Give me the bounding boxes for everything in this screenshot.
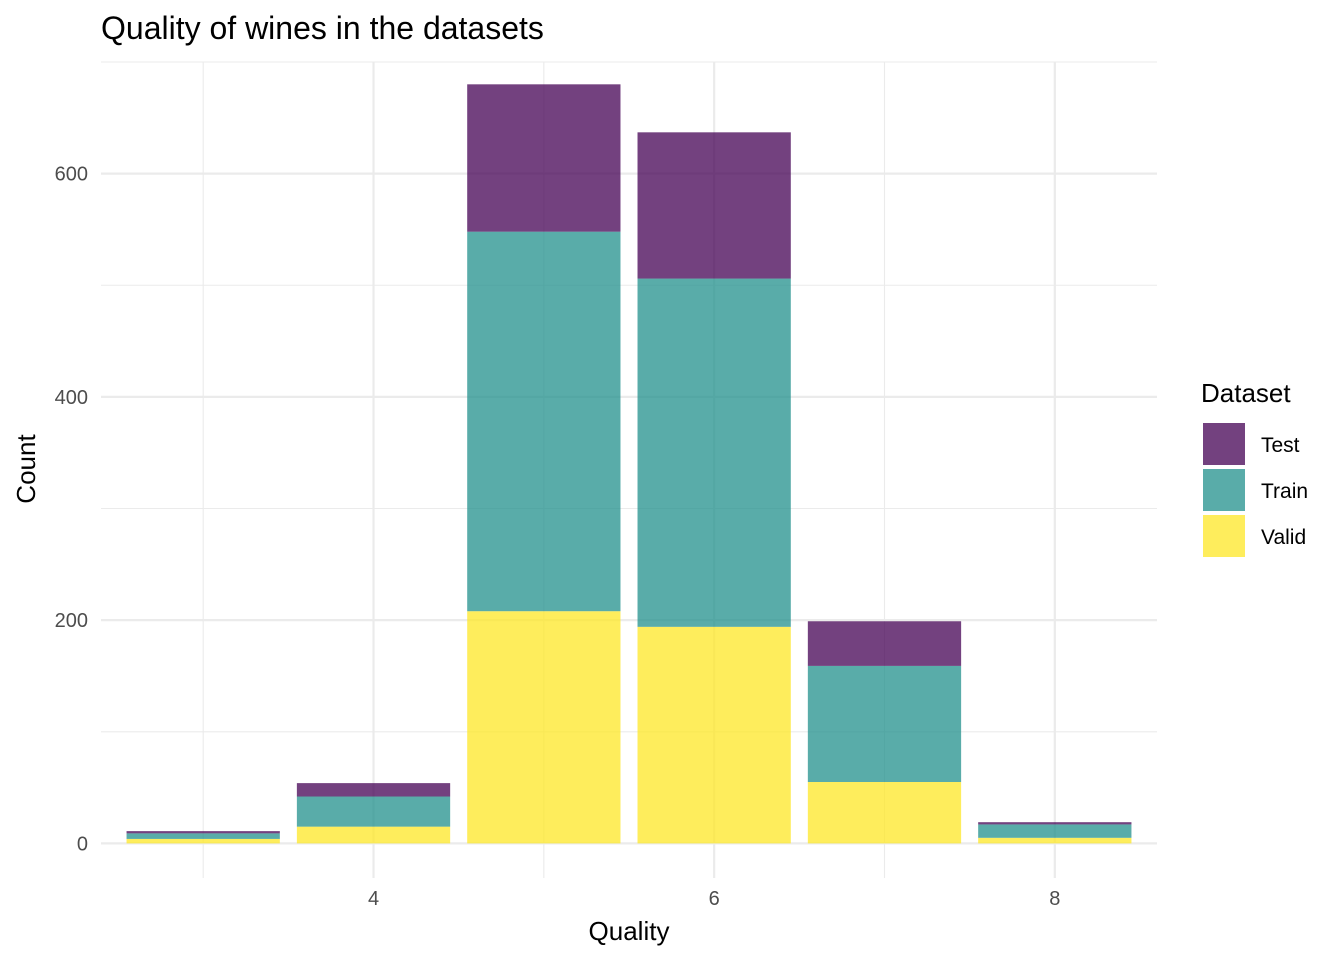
y-tick-label: 200: [55, 610, 88, 632]
bar-test-quality-4: [296, 783, 451, 797]
y-tick-label: 600: [55, 164, 88, 186]
bar-valid-quality-4: [296, 826, 451, 844]
legend-key-train: [1203, 469, 1245, 511]
bar-valid-quality-3: [126, 838, 280, 844]
x-tick-label: 6: [709, 888, 720, 910]
chart-title: Quality of wines in the datasets: [101, 10, 544, 46]
bars: [126, 84, 1132, 844]
legend-label-valid: Valid: [1261, 526, 1306, 549]
bar-train-quality-4: [296, 796, 451, 827]
legend-title: Dataset: [1201, 378, 1291, 408]
x-tick-label: 4: [368, 888, 379, 910]
bar-train-quality-7: [807, 665, 962, 782]
bar-valid-quality-5: [467, 611, 621, 844]
legend-label-train: Train: [1261, 480, 1308, 503]
legend: Dataset Test Train Valid: [1201, 378, 1308, 557]
bar-test-quality-8: [978, 822, 1132, 825]
x-tick-labels: 4 6 8: [368, 888, 1060, 910]
bar-test-quality-7: [807, 621, 962, 666]
bar-train-quality-8: [978, 824, 1132, 838]
bar-test-quality-3: [126, 831, 280, 834]
legend-key-test: [1203, 423, 1245, 465]
bar-test-quality-6: [637, 132, 791, 279]
y-tick-label: 400: [55, 387, 88, 409]
legend-label-test: Test: [1261, 434, 1300, 457]
legend-key-valid: [1203, 515, 1245, 557]
bar-train-quality-6: [637, 278, 791, 627]
bar-valid-quality-6: [637, 626, 791, 844]
x-tick-label: 8: [1049, 888, 1060, 910]
bar-test-quality-5: [467, 84, 621, 232]
grid: [101, 61, 1157, 878]
y-tick-label: 0: [77, 833, 88, 855]
bar-valid-quality-8: [978, 837, 1132, 844]
bar-train-quality-5: [467, 231, 621, 612]
bar-valid-quality-7: [807, 782, 962, 844]
y-axis-title: Count: [11, 434, 41, 504]
x-axis-title: Quality: [589, 916, 670, 946]
y-tick-labels: 0 200 400 600: [55, 164, 88, 856]
bar-train-quality-3: [126, 833, 280, 839]
